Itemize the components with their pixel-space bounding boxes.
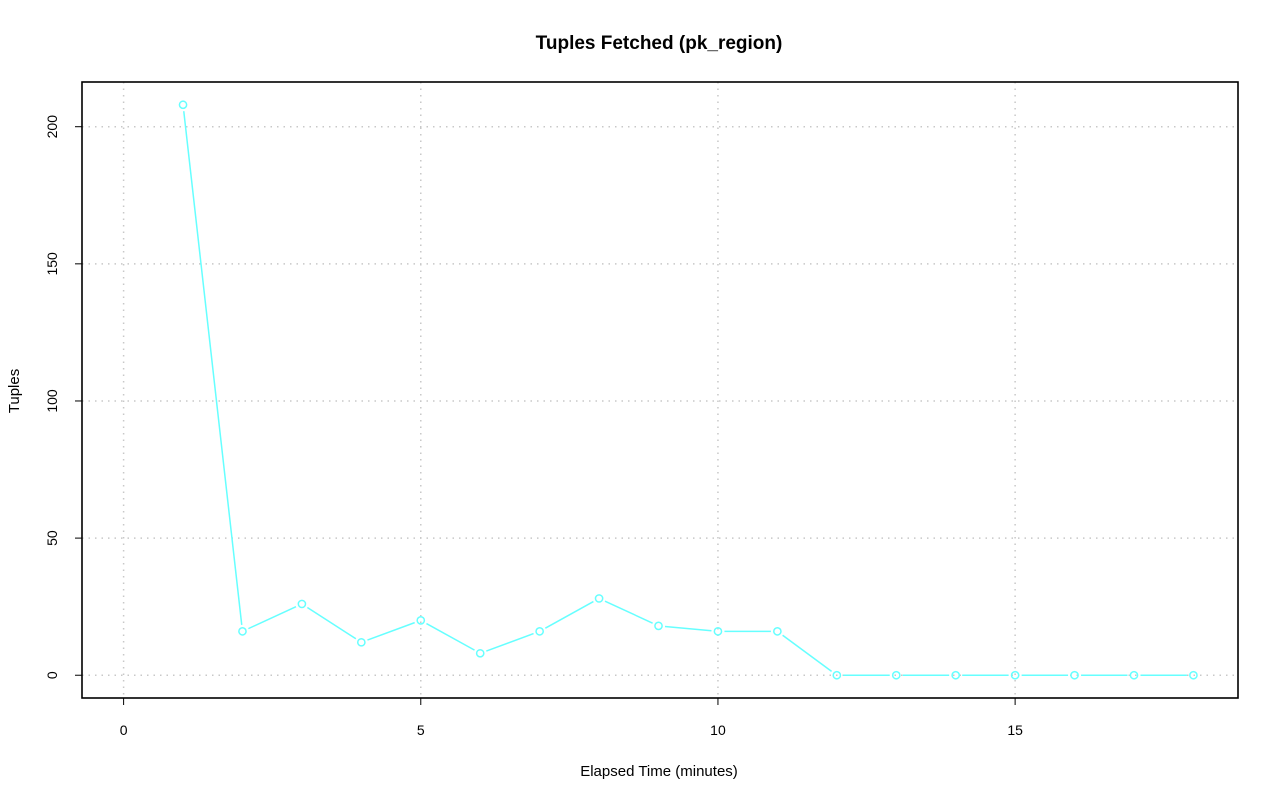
data-point bbox=[594, 594, 604, 603]
data-point bbox=[832, 670, 842, 680]
series-line-segment bbox=[306, 606, 357, 640]
data-point bbox=[891, 670, 901, 680]
x-axis-label: Elapsed Time (minutes) bbox=[580, 763, 738, 780]
gridlines bbox=[82, 82, 1238, 698]
data-point bbox=[535, 627, 544, 636]
data-point bbox=[178, 100, 188, 110]
series-line-segment bbox=[486, 632, 534, 652]
series-line-segment bbox=[367, 621, 415, 641]
data-point bbox=[416, 616, 426, 625]
plot-frame bbox=[81, 81, 1239, 699]
series-line-segment bbox=[248, 605, 297, 630]
series-line-segment bbox=[183, 111, 243, 625]
y-tick-label: 0 bbox=[44, 671, 60, 679]
y-axis-label: Tuples bbox=[6, 369, 23, 413]
series-line-segment bbox=[782, 634, 833, 672]
series-line-segment bbox=[426, 622, 475, 651]
y-axis: 0 50 100 150 200 bbox=[44, 115, 82, 679]
series-line-segment bbox=[664, 625, 712, 632]
data-point bbox=[1070, 670, 1079, 680]
data-point bbox=[773, 627, 782, 636]
x-tick-label: 15 bbox=[1007, 722, 1023, 738]
y-tick-label: 200 bbox=[44, 115, 60, 139]
series-layer bbox=[178, 100, 1198, 680]
series-line-segment bbox=[604, 600, 653, 624]
data-point bbox=[1129, 670, 1139, 680]
data-point bbox=[1189, 670, 1198, 680]
data-point bbox=[1010, 670, 1020, 680]
data-point bbox=[297, 599, 307, 609]
x-tick-label: 10 bbox=[710, 722, 726, 738]
data-point bbox=[713, 627, 723, 636]
data-point bbox=[475, 648, 485, 658]
data-point bbox=[654, 621, 663, 631]
data-point bbox=[356, 637, 366, 647]
data-point bbox=[951, 670, 961, 680]
x-tick-label: 5 bbox=[417, 722, 425, 738]
chart-title: Tuples Fetched (pk_region) bbox=[536, 33, 783, 54]
series-line-segment bbox=[544, 600, 594, 629]
y-tick-label: 100 bbox=[44, 389, 60, 413]
data-point bbox=[238, 627, 247, 636]
x-tick-label: 0 bbox=[120, 722, 128, 738]
y-tick-label: 50 bbox=[44, 530, 60, 546]
x-axis: 0 5 10 15 bbox=[120, 698, 1023, 738]
y-tick-label: 150 bbox=[44, 252, 60, 276]
